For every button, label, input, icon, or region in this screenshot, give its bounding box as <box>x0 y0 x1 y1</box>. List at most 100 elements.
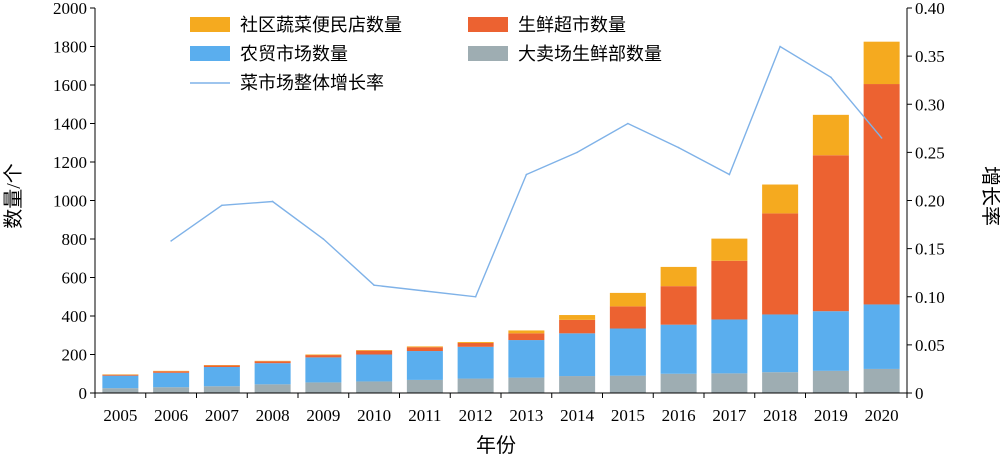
bar-2015-series-2 <box>609 306 646 329</box>
bar-2010-series-3 <box>356 350 393 351</box>
y2-tick-label-0.10: 0.10 <box>915 288 945 307</box>
bar-2020-series-2 <box>863 84 900 305</box>
y2-tick-label-0.20: 0.20 <box>915 192 945 211</box>
bar-2018-series-0 <box>762 372 799 393</box>
bar-2008-series-1 <box>254 363 291 385</box>
bar-2013-series-2 <box>508 333 545 341</box>
bar-2007-series-1 <box>203 367 240 387</box>
bar-2018-series-2 <box>762 213 799 315</box>
y-tick-label-1200: 1200 <box>53 153 87 172</box>
bar-2017-series-1 <box>711 319 748 374</box>
bar-2010-series-1 <box>356 354 393 382</box>
growth-rate-point-2010 <box>373 284 375 287</box>
x-tick-label-2008: 2008 <box>256 406 290 425</box>
bar-2013-series-1 <box>508 340 545 378</box>
growth-rate-point-2007 <box>221 204 223 207</box>
bar-2016-series-3 <box>660 266 697 287</box>
x-tick-label-2006: 2006 <box>154 406 188 425</box>
growth-rate-point-2006 <box>170 240 172 242</box>
growth-rate-point-2015 <box>627 122 629 125</box>
y-tick-label-1400: 1400 <box>53 115 87 134</box>
legend-label-0: 社区蔬菜便民店数量 <box>240 15 402 35</box>
y2-tick-label-0.15: 0.15 <box>915 240 945 259</box>
x-tick-label-2015: 2015 <box>611 406 645 425</box>
x-tick-label-2012: 2012 <box>459 406 493 425</box>
x-tick-label-2014: 2014 <box>560 406 595 425</box>
bar-2007-series-0 <box>203 386 240 393</box>
bar-2012-series-1 <box>457 346 494 379</box>
bar-2009-series-2 <box>305 355 342 358</box>
growth-rate-point-2016 <box>677 146 680 149</box>
growth-rate-point-2018 <box>779 45 781 48</box>
y-tick-label-200: 200 <box>62 346 88 365</box>
y-tick-label-800: 800 <box>62 230 88 249</box>
bar-2011-series-3 <box>406 346 443 348</box>
bar-2008-series-2 <box>254 361 291 364</box>
bar-2005-series-0 <box>102 388 139 393</box>
y-tick-label-1600: 1600 <box>53 76 87 95</box>
x-tick-label-2011: 2011 <box>408 406 441 425</box>
bar-2016-series-0 <box>660 373 697 393</box>
y2-tick-label-0.25: 0.25 <box>915 143 945 162</box>
x-tick-label-2016: 2016 <box>662 406 696 425</box>
bar-2015-series-0 <box>609 375 646 393</box>
bar-2014-series-2 <box>559 319 596 334</box>
y2-tick-label-0.30: 0.30 <box>915 95 945 114</box>
bar-2014-series-1 <box>559 333 596 377</box>
y2-axis-title: 增长率 <box>979 166 1000 226</box>
y-tick-label-400: 400 <box>62 307 88 326</box>
bar-2005-series-2 <box>102 374 139 376</box>
y2-tick-label-0.40: 0.40 <box>915 0 945 18</box>
x-tick-label-2007: 2007 <box>205 406 240 425</box>
legend-swatch-0 <box>190 17 230 32</box>
bar-2007-series-2 <box>203 365 240 368</box>
y-tick-label-600: 600 <box>62 269 88 288</box>
legend-swatch-2 <box>190 46 230 61</box>
bar-2010-series-0 <box>356 381 393 393</box>
legend-label-2: 农贸市场数量 <box>240 44 348 64</box>
bar-2019-series-3 <box>812 114 849 156</box>
growth-rate-point-2008 <box>271 200 274 203</box>
bar-2020-series-1 <box>863 304 900 369</box>
bar-2012-series-0 <box>457 378 494 393</box>
y-tick-label-1800: 1800 <box>53 38 87 57</box>
y2-tick-label-0.35: 0.35 <box>915 47 945 66</box>
growth-rate-point-2017 <box>728 173 731 176</box>
growth-rate-point-2013 <box>525 173 528 176</box>
bar-2015-series-1 <box>609 328 646 376</box>
y2-tick-label-0.05: 0.05 <box>915 336 945 355</box>
bar-2019-series-1 <box>812 311 849 371</box>
growth-rate-point-2019 <box>830 76 832 79</box>
legend-label-4: 菜市场整体增长率 <box>240 73 384 93</box>
y-tick-label-0: 0 <box>79 384 88 403</box>
x-tick-label-2013: 2013 <box>509 406 543 425</box>
bar-2008-series-0 <box>254 384 291 393</box>
y-axis-title: 数量/个 <box>2 163 25 229</box>
growth-rate-point-2011 <box>424 290 426 292</box>
bar-2020-series-0 <box>863 368 900 393</box>
growth-line-layer <box>170 45 883 298</box>
bar-2014-series-0 <box>559 376 596 393</box>
bar-2011-series-2 <box>406 347 443 352</box>
legend-label-1: 生鲜超市数量 <box>518 15 626 35</box>
bar-2017-series-2 <box>711 260 748 320</box>
bar-2011-series-1 <box>406 351 443 380</box>
growth-rate-point-2012 <box>474 295 477 298</box>
x-tick-label-2010: 2010 <box>357 406 391 425</box>
bar-2018-series-3 <box>762 184 799 214</box>
bar-2014-series-3 <box>559 315 596 320</box>
x-tick-label-2009: 2009 <box>306 406 340 425</box>
bar-2011-series-0 <box>406 379 443 393</box>
growth-rate-point-2020 <box>880 137 883 139</box>
x-tick-label-2019: 2019 <box>814 406 848 425</box>
bar-2016-series-1 <box>660 324 697 374</box>
bar-2018-series-1 <box>762 314 799 373</box>
bar-2015-series-3 <box>609 292 646 307</box>
bar-2009-series-3 <box>305 354 342 356</box>
bar-2009-series-0 <box>305 382 342 393</box>
y-tick-label-1000: 1000 <box>53 192 87 211</box>
bar-2016-series-2 <box>660 286 697 325</box>
y-tick-label-2000: 2000 <box>53 0 87 18</box>
